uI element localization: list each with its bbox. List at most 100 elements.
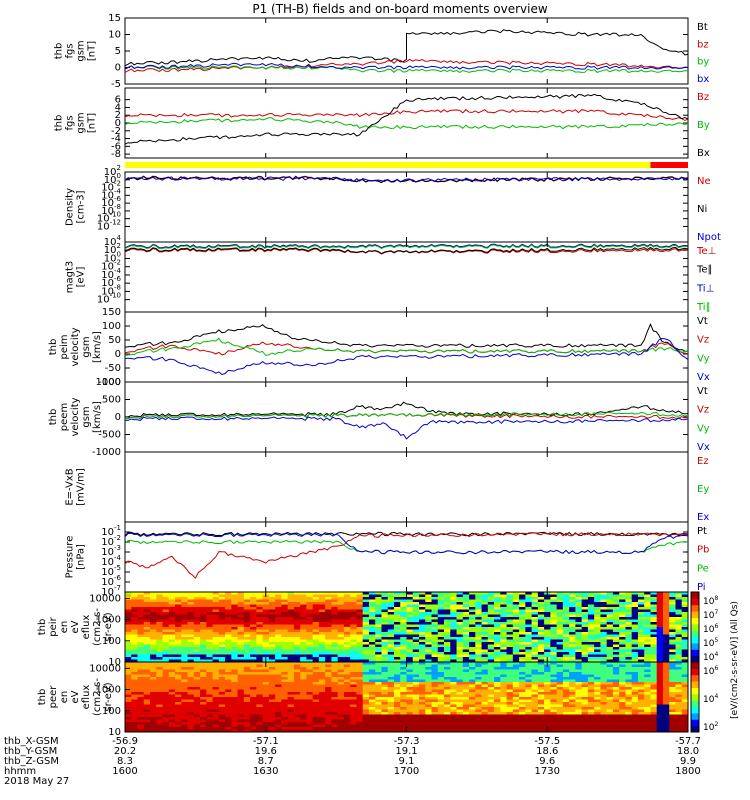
spectrogram-cell [143, 599, 151, 603]
spectrogram-cell [444, 667, 451, 670]
spectrogram-cell [250, 632, 257, 635]
spectrogram-cell [175, 662, 182, 665]
spectrogram-cell [556, 592, 564, 595]
spectrogram-cell [350, 629, 357, 633]
spectrogram-cell [475, 667, 482, 670]
spectrogram-cell [137, 679, 145, 683]
spectrogram-cell [150, 637, 157, 640]
spectrogram-cell [125, 722, 132, 725]
spectrogram-cell [368, 682, 376, 685]
spectrogram-cell [393, 702, 401, 705]
spectrogram-cell [569, 667, 576, 670]
spectrogram-cell [200, 694, 207, 698]
spectrogram-cell [256, 594, 264, 598]
spectrogram-cell [475, 632, 482, 635]
spectrogram-cell [362, 709, 370, 713]
spectrogram-cell [193, 689, 201, 693]
spectrogram-cell [131, 602, 138, 605]
spectrogram-cell [287, 612, 295, 615]
spectrogram-cell [212, 609, 220, 613]
spectrogram-cell [537, 702, 545, 705]
spectrogram-cell [368, 639, 376, 643]
spectrogram-cell [168, 629, 176, 633]
spectrogram-cell [162, 729, 170, 733]
spectrogram-cell [331, 722, 339, 725]
spectrogram-cell [312, 719, 320, 723]
spectrogram-cell [412, 604, 420, 608]
spectrogram-cell [494, 637, 501, 640]
spectrogram-cell [181, 699, 188, 703]
spectrogram-cell [462, 709, 470, 713]
spectrogram-cell [619, 607, 626, 610]
spectrogram-cell [218, 712, 226, 715]
spectrogram-cell [531, 644, 539, 648]
spectrogram-cell [393, 729, 401, 733]
spectrogram-cell [256, 677, 264, 680]
spectrogram-cell [218, 599, 226, 603]
spectrogram-cell [375, 684, 382, 688]
spectrogram-cell [243, 644, 251, 648]
spectrogram-cell [243, 704, 251, 708]
spectrogram-cell [562, 614, 570, 618]
spectrogram-cell [375, 724, 382, 728]
spectrogram-cell [375, 659, 382, 663]
spectrogram-cell [506, 597, 514, 600]
spectrogram-cell [187, 632, 195, 635]
spectrogram-cell [487, 669, 495, 673]
spectrogram-cell [262, 679, 270, 683]
spectrogram-cell [162, 597, 170, 600]
spectrogram-cell [575, 692, 583, 695]
spectrogram-cell [387, 724, 395, 728]
spectrogram-cell [356, 627, 364, 630]
spectrogram-cell [544, 724, 551, 728]
spectrogram-cell [181, 597, 188, 600]
spectrogram-cell [487, 674, 495, 678]
spectrogram-cell [312, 672, 320, 675]
spectrogram-cell [212, 662, 220, 665]
spectrogram-cell [275, 669, 282, 673]
spectrogram-cell [162, 592, 170, 595]
spectrogram-cell [512, 712, 520, 715]
spectrogram-cell [256, 639, 264, 643]
spectrogram-cell [137, 672, 145, 675]
spectrogram-cell [600, 644, 608, 648]
spectrogram-cell [500, 614, 507, 618]
spectrogram-cell [662, 639, 670, 643]
spectrogram-cell [587, 707, 595, 710]
spectrogram-cell [375, 642, 382, 645]
spectrogram-cell [356, 632, 364, 635]
spectrogram-cell [212, 682, 220, 685]
spectrogram-cell [662, 644, 670, 648]
spectrogram-cell [275, 679, 282, 683]
spectrogram-cell [637, 592, 645, 595]
spectrogram-cell [150, 719, 157, 723]
spectrogram-cell [143, 699, 151, 703]
spectrogram-cell [168, 664, 176, 668]
spectrogram-cell [368, 677, 376, 680]
spectrogram-cell [281, 697, 289, 700]
spectrogram-cell [656, 644, 664, 648]
spectrogram-cell [581, 709, 589, 713]
spectrogram-cell [212, 679, 220, 683]
spectrogram-cell [206, 687, 213, 690]
spectrogram-cell [362, 704, 370, 708]
spectrogram-cell [168, 659, 176, 663]
spectrogram-cell [544, 677, 551, 680]
spectrogram-cell [181, 592, 188, 595]
spectrogram-cell [450, 679, 457, 683]
spectrogram-cell [287, 677, 295, 680]
spectrogram-cell [481, 729, 489, 733]
spectrogram-cell [287, 657, 295, 660]
spectrogram-cell [243, 602, 251, 605]
spectrogram-cell [137, 612, 145, 615]
spectrogram-cell [293, 719, 301, 723]
spectrogram-cell [281, 727, 289, 730]
spectrogram-cell [400, 702, 407, 705]
spectrogram-cell [419, 724, 426, 728]
spectrogram-cell [437, 719, 445, 723]
spectrogram-cell [431, 652, 439, 655]
spectrogram-cell [193, 629, 201, 633]
y-tick-label: 150 [102, 307, 121, 318]
spectrogram-cell [637, 609, 645, 613]
spectrogram-cell [387, 692, 395, 695]
